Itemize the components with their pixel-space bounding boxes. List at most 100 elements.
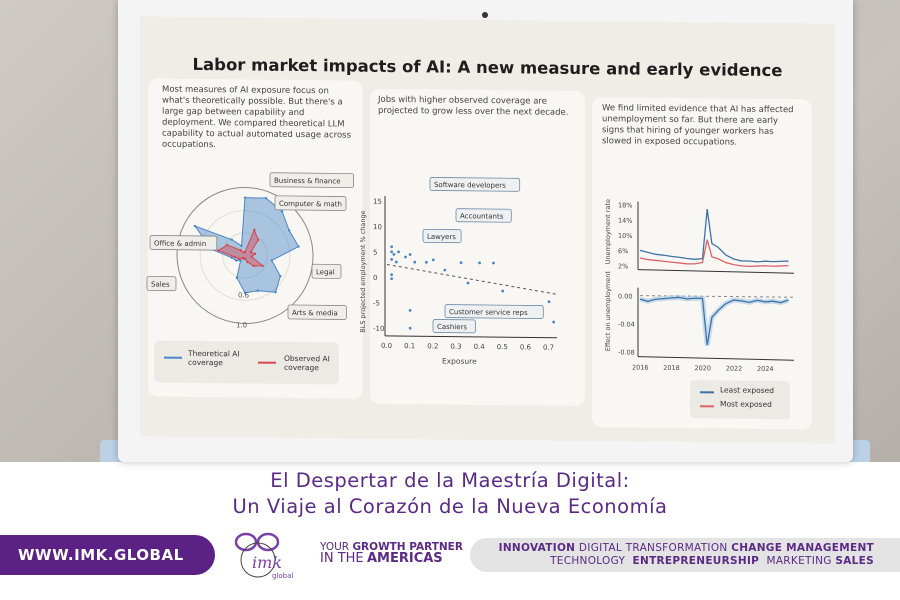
scatter-y-tick: 5: [373, 249, 377, 257]
scatter-x-label: Exposure: [442, 357, 477, 366]
theoretical-coverage-area-point: [230, 238, 234, 241]
scatter-point: [443, 268, 447, 272]
scatter-x-tick: 0.7: [543, 344, 554, 352]
callout-box: [422, 228, 462, 244]
tagline-growth: GROWTH PARTNER: [352, 541, 463, 553]
tagline-your: YOUR: [320, 541, 350, 553]
callout-label: Lawyers: [427, 233, 456, 241]
theoretical-coverage-area-point: [279, 275, 282, 278]
bottom-x-tick: 2016: [632, 364, 649, 372]
observed-coverage-area-point: [253, 228, 256, 232]
callout-box: [432, 319, 476, 334]
scatter-point: [431, 258, 435, 262]
scatter-point: [404, 255, 407, 259]
effect-line: [639, 296, 789, 346]
observed-coverage-area-point: [237, 257, 241, 260]
scatter-point: [408, 326, 412, 330]
topic-sales: SALES: [835, 555, 874, 567]
imk-logo: imk global: [234, 532, 293, 580]
bottom-y-label: Effect on unemployment: [604, 271, 612, 352]
scatter-x-tick: 0.1: [404, 342, 415, 350]
bottom-y-tick: -0.08: [618, 348, 635, 356]
theoretical-coverage-area-point: [239, 259, 242, 262]
banner-title-line1: El Despertar de la Maestría Digital:: [270, 469, 630, 492]
radar-label: Sales: [151, 280, 170, 288]
radar-label-box: [274, 195, 347, 211]
theoretical-coverage-area-point: [256, 289, 259, 292]
theoretical-coverage-area-point: [287, 229, 291, 232]
top-y-tick: 10%: [618, 232, 632, 240]
scatter-point: [466, 281, 470, 285]
scatter-x-tick: 0.2: [427, 342, 438, 350]
scatter-point: [392, 252, 396, 256]
theoretical-coverage-area-point: [280, 210, 284, 213]
most-exposed-line: [639, 239, 789, 268]
theoretical-coverage-area-point: [193, 224, 197, 228]
scatter-x-tick: 0.4: [474, 343, 486, 351]
bottom-y-tick: 0.00: [618, 292, 632, 300]
topic-entrepreneurship: ENTREPRENEURSHIP: [632, 555, 760, 567]
bottom-x-axis: [637, 356, 795, 361]
theoretical-coverage-area-point: [243, 291, 247, 295]
theoretical-coverage-area-point: [243, 196, 247, 199]
theoretical-coverage-area-point: [297, 245, 300, 248]
theoretical-coverage-area-point: [264, 196, 268, 200]
banner-title-line2: Un Viaje al Corazón de la Nueva Economía: [232, 495, 668, 518]
theoretical-coverage-area-point: [270, 259, 273, 262]
zero-reference-line: [640, 295, 794, 298]
topic-technology: TECHNOLOGY: [550, 555, 626, 567]
observed-coverage-area-point: [217, 249, 220, 252]
bottom-x-tick: 2018: [663, 364, 680, 372]
radar-ring-label: 1.0: [236, 321, 247, 329]
observed-coverage-area-point: [242, 251, 246, 254]
webcam-icon: [482, 12, 488, 18]
observed-coverage-area-point: [253, 252, 257, 255]
scatter-point: [390, 273, 394, 277]
scatter-x-tick: 0.3: [450, 343, 461, 351]
laptop-screen: Labor market impacts of AI: A new measur…: [140, 16, 835, 444]
scatter-point: [408, 309, 412, 312]
topic-change-management: CHANGE MANAGEMENT: [731, 542, 874, 554]
scatter-point: [390, 245, 394, 249]
observed-coverage-area-point: [261, 264, 264, 268]
tagline: YOUR GROWTH PARTNER IN THE AMERICAS: [320, 541, 463, 565]
radar-label: Legal: [316, 268, 335, 276]
scatter-point: [478, 261, 481, 265]
website-link[interactable]: WWW.IMK.GLOBAL: [0, 535, 215, 575]
radar-label: Office & admin: [154, 240, 206, 249]
scatter-y-tick: 0: [373, 274, 377, 282]
callout-label: Accountants: [460, 212, 504, 220]
scatter-x-axis: [385, 335, 557, 339]
theoretical-coverage-area-point: [234, 259, 238, 262]
top-y-tick: 14%: [618, 217, 632, 225]
top-x-axis: [637, 269, 795, 274]
scatter-y-tick: 15: [373, 198, 382, 206]
radar-label-box: [149, 235, 218, 251]
banner-title: El Despertar de la Maestría Digital: Un …: [0, 468, 900, 520]
infographic-charts: Business & finance Computer & math Legal Ar…: [146, 172, 795, 373]
scatter-point: [547, 300, 551, 304]
callout-box: [444, 304, 544, 319]
least-exposed-line: [639, 209, 789, 263]
radar-label: Business & finance: [274, 177, 341, 186]
radar-label-box: [287, 304, 347, 320]
top-y-tick: 6%: [618, 247, 628, 255]
scatter-point: [390, 250, 394, 254]
top-y-tick: 2%: [618, 262, 628, 270]
svg-text:imk: imk: [252, 553, 282, 572]
observed-coverage-area-point: [246, 260, 249, 264]
observed-coverage-area-point: [226, 243, 229, 247]
callout-box: [429, 177, 521, 192]
callout-label: Software developers: [434, 181, 506, 190]
scatter-point: [390, 258, 394, 261]
bottom-x-tick: 2020: [695, 364, 712, 372]
callout-label: Customer service reps: [449, 308, 528, 317]
scatter-y-tick: -5: [373, 299, 380, 307]
scatter-y-tick: -10: [373, 325, 384, 333]
radar-label: Computer & math: [279, 200, 342, 209]
scatter-point: [408, 253, 412, 256]
svg-text:global: global: [272, 572, 293, 580]
radar-grid-ring: [199, 210, 291, 301]
observed-coverage-area-point: [249, 250, 253, 254]
theoretical-coverage-area-point: [230, 256, 233, 259]
